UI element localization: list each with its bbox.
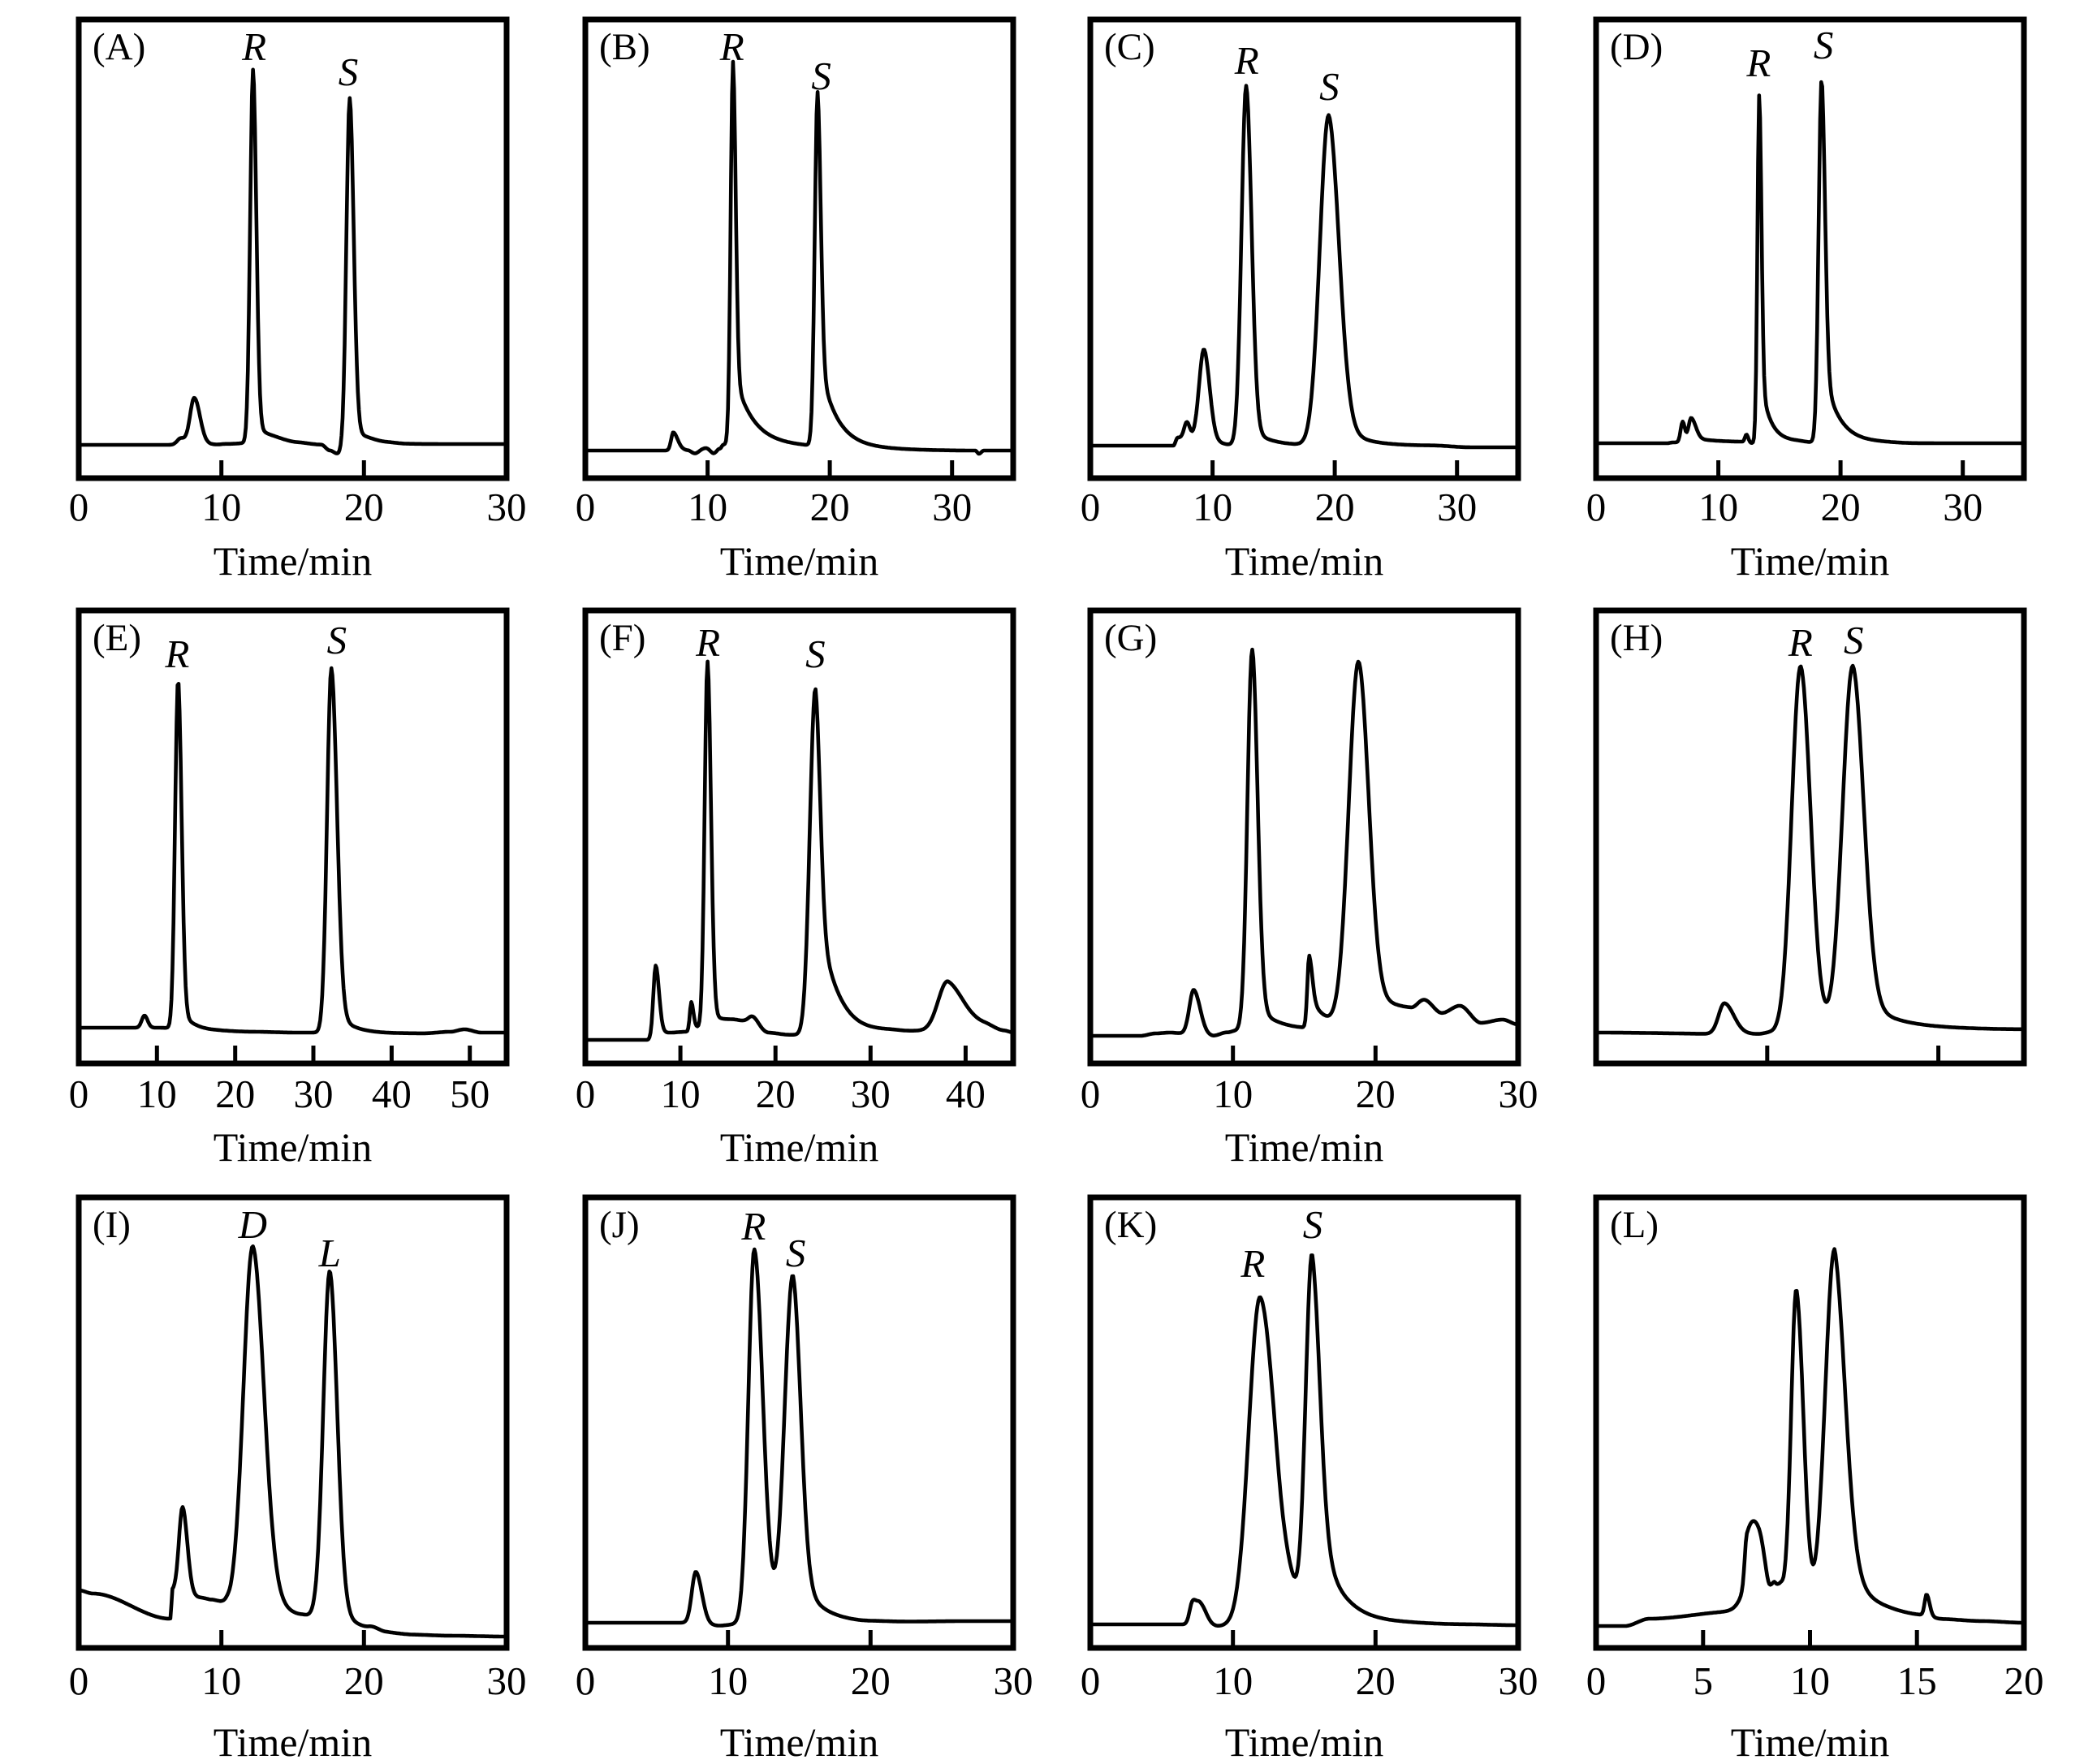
svg-text:0: 0 [1081, 1072, 1101, 1116]
svg-text:Time/min: Time/min [214, 1719, 372, 1764]
svg-text:50: 50 [450, 1072, 490, 1116]
svg-text:S: S [786, 1231, 806, 1275]
svg-text:15: 15 [1897, 1658, 1937, 1703]
svg-text:Time/min: Time/min [1731, 538, 1889, 584]
svg-text:0: 0 [1081, 485, 1101, 529]
svg-text:10: 10 [1213, 1658, 1253, 1703]
svg-text:20: 20 [215, 1072, 255, 1116]
svg-text:0: 0 [1586, 1658, 1607, 1703]
svg-text:Time/min: Time/min [1225, 1719, 1383, 1764]
svg-text:R: R [1234, 38, 1259, 83]
svg-text:20: 20 [1315, 485, 1355, 529]
svg-text:30: 30 [851, 1072, 891, 1116]
svg-text:S: S [811, 54, 831, 98]
svg-text:30: 30 [932, 485, 972, 529]
svg-text:(G): (G) [1104, 617, 1157, 659]
svg-text:(H): (H) [1610, 617, 1663, 659]
svg-text:R: R [241, 24, 266, 69]
svg-text:20: 20 [1356, 1658, 1396, 1703]
svg-text:S: S [327, 618, 347, 662]
svg-text:(A): (A) [93, 26, 145, 68]
svg-text:0: 0 [1586, 485, 1607, 529]
svg-text:20: 20 [344, 485, 384, 529]
svg-text:30: 30 [1943, 485, 1983, 529]
svg-text:30: 30 [994, 1658, 1033, 1703]
svg-text:20: 20 [1356, 1072, 1396, 1116]
svg-text:20: 20 [1821, 485, 1861, 529]
svg-text:Time/min: Time/min [1225, 538, 1383, 584]
svg-text:30: 30 [294, 1072, 334, 1116]
svg-text:0: 0 [576, 485, 596, 529]
svg-text:Time/min: Time/min [1225, 1124, 1383, 1170]
svg-text:(J): (J) [599, 1204, 640, 1246]
svg-text:(E): (E) [93, 617, 141, 659]
svg-text:R: R [740, 1204, 766, 1249]
svg-text:R: R [695, 620, 720, 665]
svg-text:10: 10 [137, 1072, 177, 1116]
svg-text:10: 10 [1213, 1072, 1253, 1116]
svg-text:30: 30 [1499, 1072, 1538, 1116]
svg-text:10: 10 [661, 1072, 701, 1116]
svg-text:Time/min: Time/min [720, 1719, 878, 1764]
svg-text:R: R [164, 632, 189, 676]
svg-text:10: 10 [1698, 485, 1738, 529]
svg-text:S: S [1844, 618, 1864, 662]
svg-text:10: 10 [688, 485, 727, 529]
svg-text:0: 0 [576, 1072, 596, 1116]
svg-text:30: 30 [1499, 1658, 1538, 1703]
svg-text:20: 20 [2004, 1658, 2044, 1703]
svg-text:R: R [1788, 620, 1813, 665]
svg-text:10: 10 [201, 1658, 241, 1703]
svg-text:10: 10 [201, 485, 241, 529]
svg-text:(I): (I) [93, 1204, 131, 1246]
svg-text:(K): (K) [1104, 1204, 1157, 1246]
svg-text:10: 10 [1790, 1658, 1830, 1703]
svg-text:Time/min: Time/min [1731, 1719, 1889, 1764]
svg-text:Time/min: Time/min [720, 1124, 878, 1170]
svg-text:S: S [1814, 23, 1834, 67]
svg-text:S: S [1319, 64, 1340, 109]
svg-text:Time/min: Time/min [214, 538, 372, 584]
svg-text:20: 20 [756, 1072, 796, 1116]
svg-text:0: 0 [69, 1072, 89, 1116]
svg-text:D: D [238, 1202, 267, 1247]
svg-text:R: R [1240, 1241, 1265, 1286]
svg-text:(F): (F) [599, 617, 645, 659]
svg-text:20: 20 [810, 485, 850, 529]
svg-text:40: 40 [372, 1072, 412, 1116]
svg-text:Time/min: Time/min [720, 538, 878, 584]
svg-text:0: 0 [1081, 1658, 1101, 1703]
svg-text:5: 5 [1694, 1658, 1714, 1703]
svg-text:20: 20 [851, 1658, 891, 1703]
svg-text:20: 20 [344, 1658, 384, 1703]
svg-text:30: 30 [487, 485, 527, 529]
svg-text:10: 10 [1193, 485, 1232, 529]
svg-text:(D): (D) [1610, 26, 1663, 68]
svg-text:30: 30 [1437, 485, 1477, 529]
svg-text:(C): (C) [1104, 26, 1155, 68]
svg-text:R: R [719, 24, 744, 69]
svg-text:0: 0 [69, 485, 89, 529]
svg-text:40: 40 [946, 1072, 986, 1116]
svg-text:S: S [339, 50, 359, 94]
svg-text:(L): (L) [1610, 1204, 1659, 1246]
svg-text:(B): (B) [599, 26, 650, 68]
svg-text:Time/min: Time/min [214, 1124, 372, 1170]
svg-text:L: L [318, 1231, 341, 1275]
svg-text:30: 30 [487, 1658, 527, 1703]
svg-text:S: S [805, 632, 826, 676]
svg-text:10: 10 [708, 1658, 748, 1703]
svg-text:S: S [1303, 1202, 1323, 1247]
svg-text:R: R [1745, 41, 1771, 85]
svg-text:0: 0 [69, 1658, 89, 1703]
svg-text:0: 0 [576, 1658, 596, 1703]
